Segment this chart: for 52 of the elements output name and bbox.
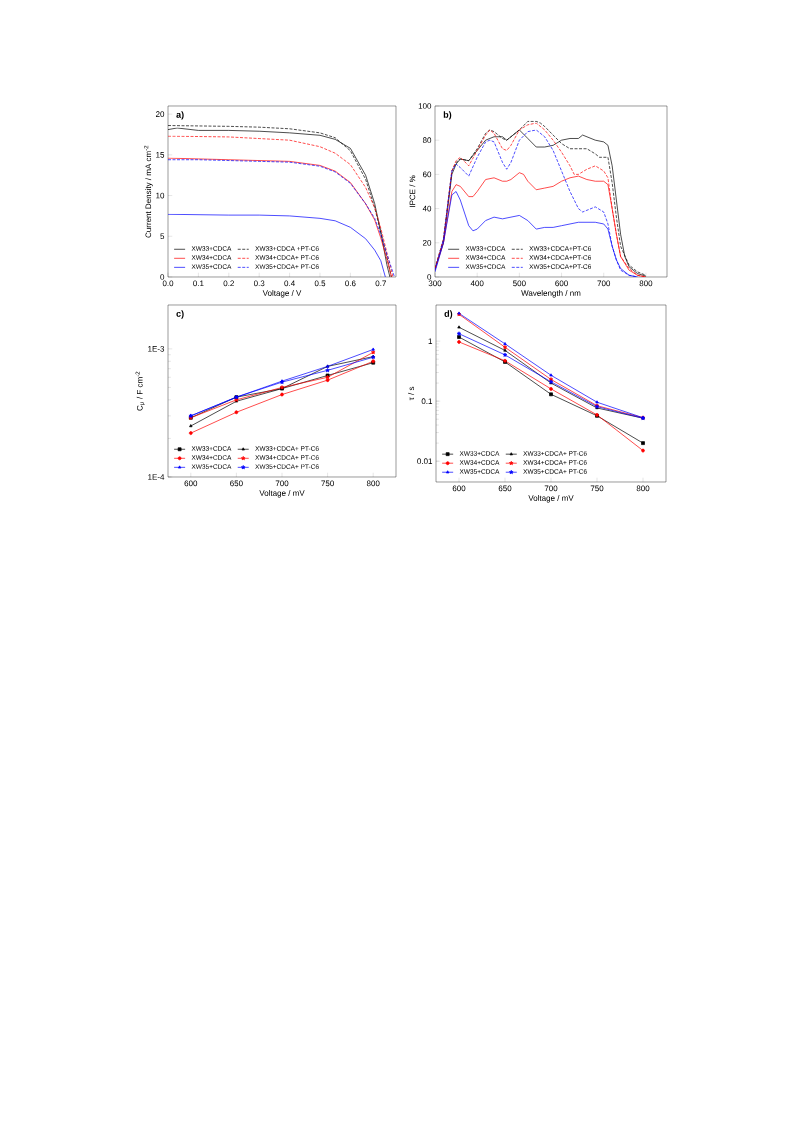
x-tick-label: 0.0	[162, 280, 174, 287]
x-tick-label: 800	[639, 280, 653, 287]
y-tick-label: 5	[160, 233, 165, 240]
x-tick-label: 800	[636, 485, 650, 492]
x-tick-label: 800	[366, 480, 380, 487]
y-tick-label: 60	[422, 171, 432, 178]
y-tick-label: 0.01	[417, 458, 433, 465]
y-axis-title: τ / s	[408, 386, 415, 401]
x-tick-label: 0.2	[223, 280, 234, 287]
x-axis-title: Voltage / mV	[528, 495, 574, 503]
x-tick-label: 700	[275, 480, 289, 487]
y-tick-label: 20	[422, 239, 432, 246]
x-tick-label: 0.1	[193, 280, 204, 287]
x-axis-title: Voltage / V	[262, 290, 302, 298]
y-tick-label: 10	[156, 192, 165, 199]
x-tick-label: 0.5	[314, 280, 326, 287]
x-tick-label: 600	[452, 485, 466, 492]
x-axis-title: Wavelength / nm	[521, 290, 581, 298]
y-axis-title: C$_{μ}$ / F cm$^{-2}$	[135, 371, 145, 411]
x-tick-label: 750	[590, 485, 604, 492]
y-tick-label: 40	[422, 205, 432, 212]
y-tick-label: 0	[427, 274, 432, 280]
y-tick-label: 20	[155, 111, 165, 117]
x-tick-label: 700	[544, 485, 558, 492]
x-tick-label: 300	[428, 280, 442, 287]
x-tick-label: 650	[230, 480, 243, 487]
x-tick-label: 600	[184, 480, 198, 487]
x-axis-title: Voltage / mV	[259, 490, 305, 498]
x-tick-label: 500	[513, 280, 526, 287]
y-tick-label: 100	[418, 103, 432, 109]
x-tick-label: 650	[498, 485, 512, 492]
annotation: a)	[176, 111, 184, 120]
y-tick-label: 15	[156, 152, 165, 158]
x-tick-label: 400	[470, 280, 484, 287]
y-tick-label: 80	[422, 137, 432, 144]
y-tick-label: 1E-4	[148, 474, 165, 480]
y-tick-label: 1	[428, 338, 433, 344]
annotation: b)	[443, 111, 452, 120]
y-tick-label: 0	[160, 274, 165, 280]
annotation: d)	[444, 310, 453, 319]
y-tick-label: 0.1	[421, 398, 433, 404]
y-tick-label: 1E-3	[148, 346, 165, 352]
x-tick-label: 600	[555, 280, 568, 287]
x-tick-label: 0.6	[345, 280, 356, 287]
annotation: c)	[176, 310, 184, 319]
x-tick-label: 0.7	[375, 280, 386, 287]
y-axis-title: IPCE / %	[409, 175, 416, 207]
x-tick-label: 700	[597, 280, 611, 287]
x-tick-label: 750	[321, 480, 334, 487]
y-axis-title: Current Density / mA cm$^{-2}$	[144, 145, 153, 238]
x-tick-label: 0.4	[284, 280, 295, 287]
x-tick-label: 0.3	[253, 280, 265, 287]
